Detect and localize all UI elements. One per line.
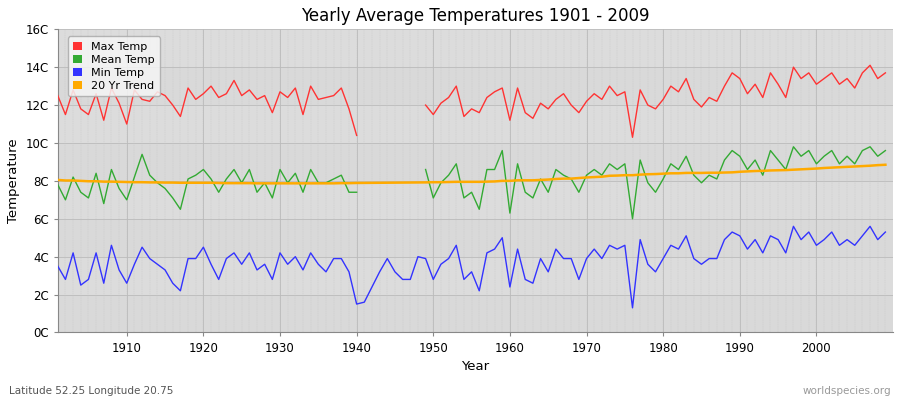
Legend: Max Temp, Mean Temp, Min Temp, 20 Yr Trend: Max Temp, Mean Temp, Min Temp, 20 Yr Tre… — [68, 36, 160, 96]
Y-axis label: Temperature: Temperature — [7, 138, 20, 223]
Bar — [58, 219, 893, 257]
X-axis label: Year: Year — [462, 360, 490, 373]
Bar — [58, 143, 893, 181]
Bar — [58, 294, 893, 332]
Title: Yearly Average Temperatures 1901 - 2009: Yearly Average Temperatures 1901 - 2009 — [302, 7, 650, 25]
Bar — [58, 67, 893, 105]
Text: Latitude 52.25 Longitude 20.75: Latitude 52.25 Longitude 20.75 — [9, 386, 174, 396]
Text: worldspecies.org: worldspecies.org — [803, 386, 891, 396]
